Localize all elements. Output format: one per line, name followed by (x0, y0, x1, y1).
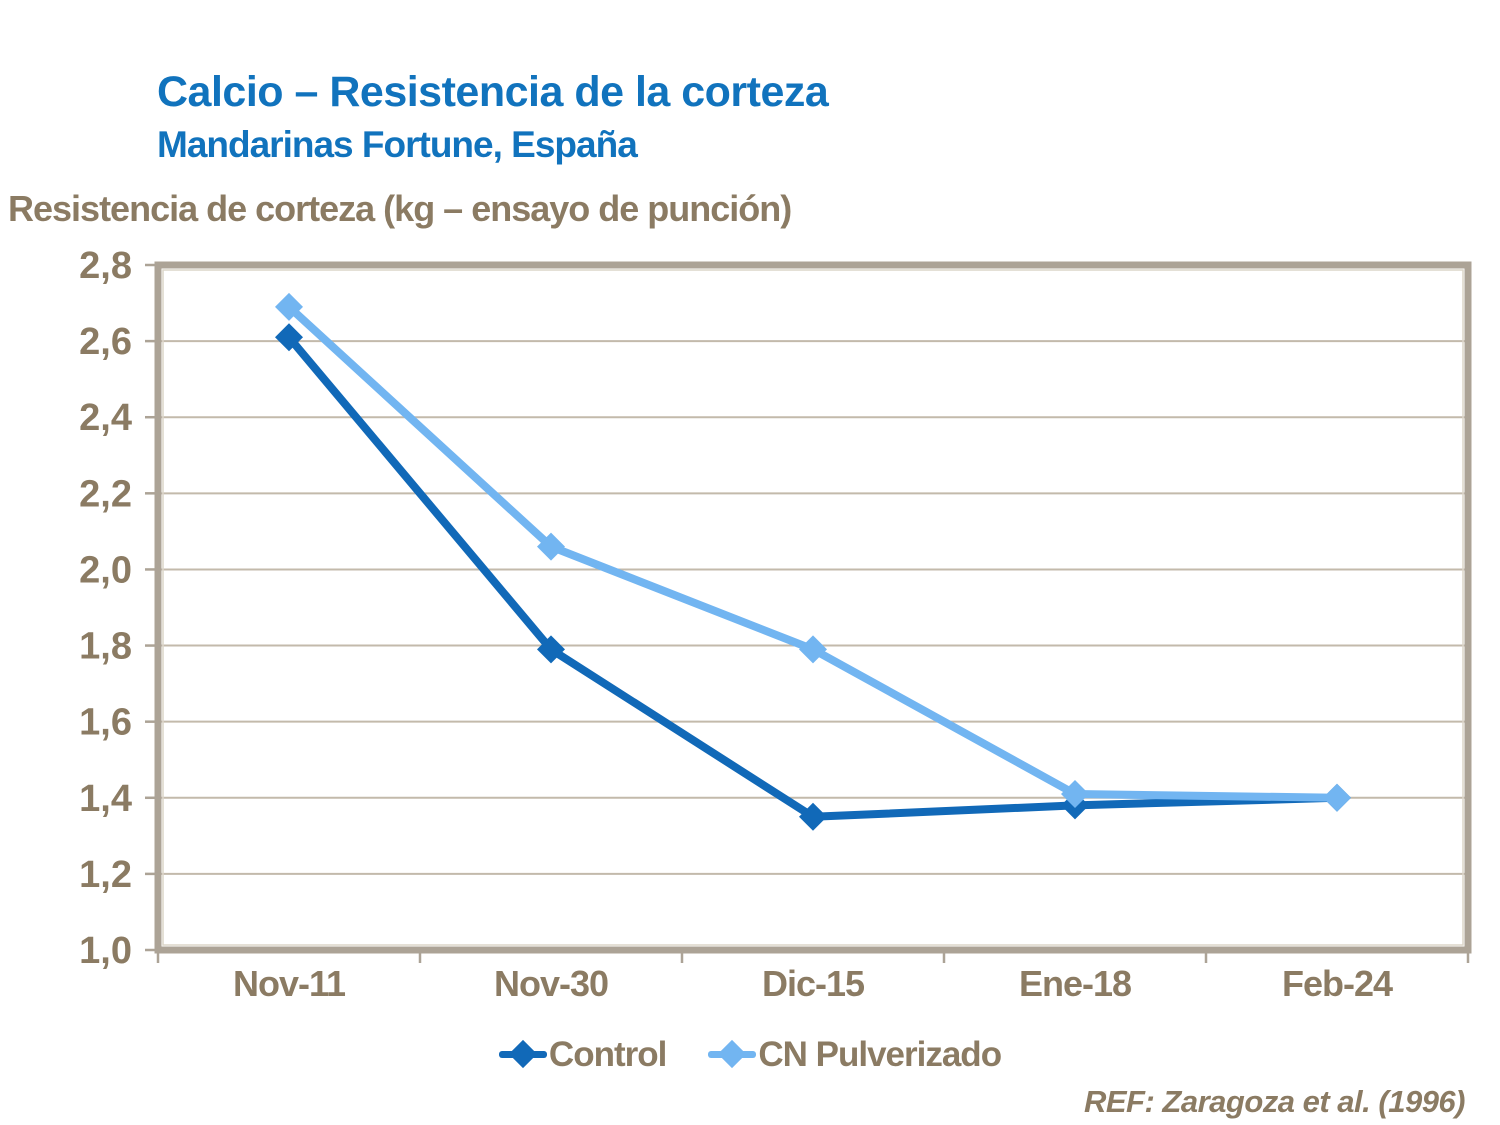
cn-pulverizado-marker (537, 532, 565, 561)
x-tick-label: Ene-18 (1019, 963, 1131, 1004)
plot-border (154, 261, 1472, 954)
chart-legend: Control CN Pulverizado (0, 1030, 1500, 1078)
cn-pulverizado-marker (1061, 779, 1089, 808)
cn-pulverizado-marker (799, 635, 827, 664)
y-tick-label: 2,8 (79, 245, 132, 287)
diamond-marker-icon (508, 1039, 538, 1069)
legend-item-cn-pulverizado: CN Pulverizado (708, 1034, 1002, 1074)
y-tick-label: 2,4 (79, 397, 132, 439)
y-tick-label: 1,6 (79, 702, 132, 744)
control-marker (799, 802, 827, 831)
x-tick-label: Feb-24 (1282, 963, 1393, 1004)
diamond-marker-icon (718, 1039, 747, 1069)
y-tick-label: 2,6 (79, 321, 132, 363)
x-tick-label: Nov-30 (494, 963, 608, 1004)
plot-border-highlight (162, 269, 1464, 946)
control-marker (537, 635, 565, 664)
y-tick-label: 1,4 (79, 778, 132, 820)
control-marker (275, 323, 303, 352)
plot-area (158, 265, 1468, 950)
page-title: Calcio – Resistencia de la corteza (157, 68, 829, 116)
cn-pulverizado-marker (275, 292, 303, 321)
legend-label-cn-pulverizado: CN Pulverizado (758, 1034, 1002, 1074)
y-tick-label: 1,2 (79, 854, 132, 896)
legend-item-control: Control (498, 1034, 667, 1074)
legend-label-control: Control (548, 1034, 667, 1074)
y-tick-label: 1,8 (79, 626, 132, 668)
y-axis-title: Resistencia de corteza (kg – ensayo de p… (8, 188, 792, 229)
reference-text: REF: Zaragoza et al. (1996) (1083, 1084, 1466, 1119)
y-tick-label: 2,0 (79, 549, 132, 591)
y-tick-label: 1,0 (79, 930, 132, 972)
cn-pulverizado-marker (1323, 783, 1351, 812)
y-tick-label: 2,2 (79, 473, 132, 515)
control-series-marker-icon (498, 1039, 547, 1069)
page-subtitle: Mandarinas Fortune, España (157, 124, 638, 165)
x-tick-label: Nov-11 (233, 963, 346, 1004)
x-tick-label: Dic-15 (762, 963, 865, 1004)
cn-pulverizado-series-marker-icon (708, 1039, 757, 1069)
